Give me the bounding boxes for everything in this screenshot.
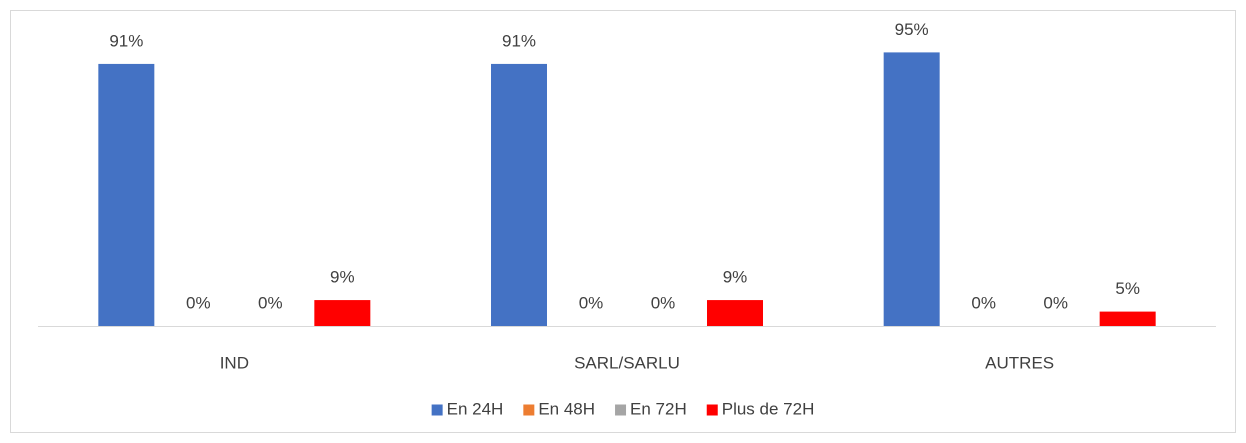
data-label: 9% — [723, 268, 748, 287]
data-label: 0% — [186, 293, 211, 312]
bar — [707, 300, 763, 326]
legend-swatch — [431, 404, 443, 416]
x-tick-label: SARL/SARLU — [574, 353, 680, 372]
legend-label: Plus de 72H — [722, 399, 815, 418]
bar — [98, 63, 155, 327]
data-label: 9% — [330, 268, 355, 287]
legend-swatch — [523, 404, 535, 416]
data-label: 95% — [895, 20, 929, 39]
data-label: 0% — [971, 293, 996, 312]
bar — [883, 52, 940, 327]
data-label: 0% — [651, 293, 676, 312]
legend-label: En 72H — [630, 399, 687, 418]
data-label: 91% — [109, 31, 143, 50]
data-label: 0% — [258, 293, 283, 312]
data-label: 0% — [579, 293, 604, 312]
bar — [314, 300, 371, 326]
data-label: 91% — [502, 31, 536, 50]
bar — [1099, 311, 1156, 326]
chart-frame — [10, 10, 1236, 433]
legend-label: En 48H — [538, 399, 595, 418]
bar — [491, 63, 547, 327]
data-label: 0% — [1043, 293, 1068, 312]
x-tick-label: IND — [220, 353, 249, 372]
data-label: 5% — [1115, 279, 1140, 298]
legend-label: En 24H — [447, 399, 504, 418]
legend-swatch — [615, 404, 627, 416]
x-tick-label: AUTRES — [985, 353, 1054, 372]
legend-swatch — [706, 404, 718, 416]
